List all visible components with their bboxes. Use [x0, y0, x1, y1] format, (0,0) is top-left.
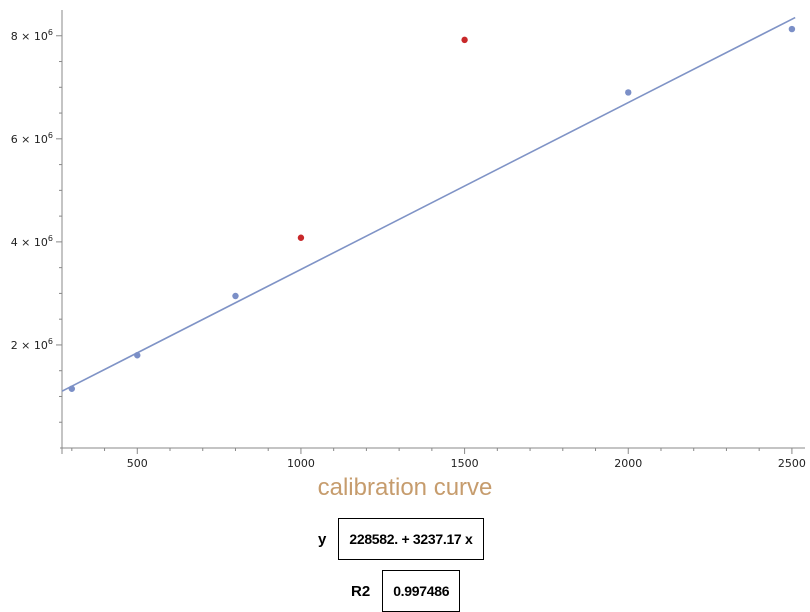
data-point	[461, 36, 468, 44]
scatter-plot: 500 1000 1500 2000 2500 2 × 106 4 × 106 6 × 106…	[11, 10, 806, 470]
fit-equation-label: y	[318, 530, 327, 548]
x-tick-label: 500	[127, 457, 148, 470]
x-tick-label: 1000	[287, 457, 315, 470]
r-squared-label: R2	[351, 582, 371, 600]
data-point	[68, 385, 76, 392]
fit-equation-row: y 228582. + 3237.17 x	[318, 518, 484, 560]
fit-line	[61, 16, 796, 392]
chart-title: calibration curve	[317, 474, 493, 501]
y-tick-label: 6 × 106	[11, 131, 53, 146]
x-tick-label: 2000	[614, 457, 642, 470]
x-tick-label: 2500	[778, 457, 806, 470]
y-tick-label: 2 × 106	[11, 337, 53, 352]
data-point	[625, 89, 632, 96]
y-tick-label: 4 × 106	[11, 234, 53, 249]
x-tick-label: 1500	[451, 457, 479, 470]
data-point	[232, 292, 239, 300]
data-point	[297, 234, 305, 241]
r-squared-row: R2 0.997486	[351, 570, 461, 612]
r-squared-value: 0.997486	[382, 570, 461, 612]
data-point	[134, 352, 141, 359]
fit-equation-value: 228582. + 3237.17 x	[338, 518, 484, 560]
y-tick-label: 8 × 106	[11, 28, 53, 43]
data-point	[788, 25, 796, 33]
